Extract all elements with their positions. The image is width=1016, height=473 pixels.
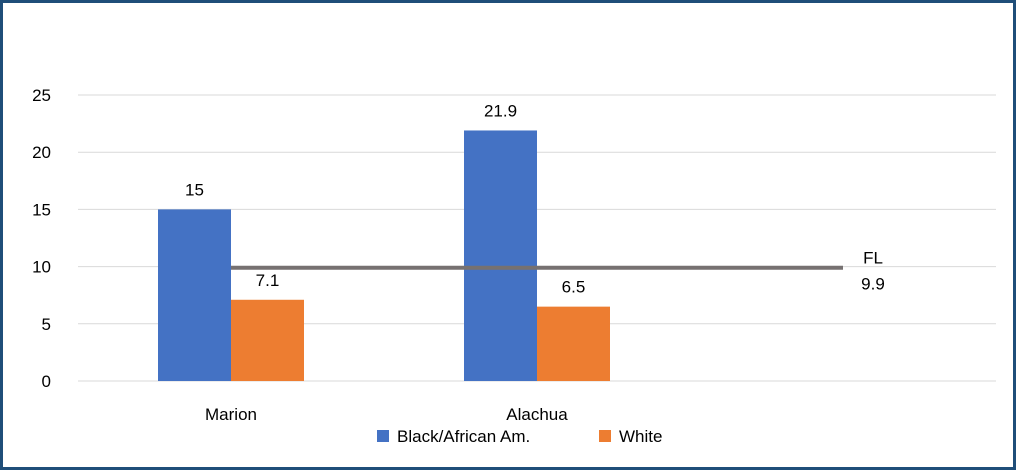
x-category-label: Alachua: [506, 405, 568, 424]
bar-white: [231, 299, 304, 381]
data-label: 15: [185, 180, 204, 199]
y-tick-label: 5: [42, 315, 51, 334]
y-tick-label: 20: [32, 143, 51, 162]
y-tick-label: 10: [32, 258, 51, 277]
bar-chart: 0 5 10 15 20 25 15 21.9 7.1 6.5 Marion Alachua FL 9.9…: [32, 86, 996, 446]
data-label: 6.5: [562, 278, 586, 297]
data-label: 21.9: [484, 101, 517, 120]
legend-entry: White: [619, 427, 662, 446]
y-tick-label: 15: [32, 200, 51, 219]
legend-swatch: [599, 430, 611, 442]
data-label: 7.1: [256, 271, 280, 290]
bar-white: [537, 306, 610, 381]
reference-line-name: FL: [863, 249, 883, 268]
y-tick-label: 25: [32, 86, 51, 105]
bar-black-african-am-: [158, 209, 231, 381]
x-category-label: Marion: [205, 405, 257, 424]
y-tick-label: 0: [42, 372, 51, 391]
bar-black-african-am-: [464, 130, 537, 381]
legend-swatch: [377, 430, 389, 442]
reference-line-value-label: 9.9: [861, 275, 885, 294]
legend-entry: Black/African Am.: [397, 427, 530, 446]
